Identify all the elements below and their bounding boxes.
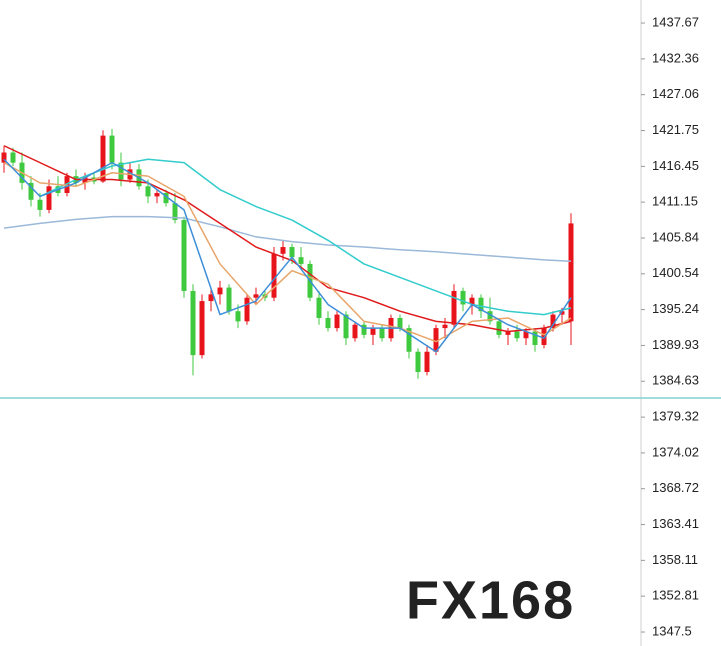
candle-body bbox=[541, 328, 547, 345]
candle-body bbox=[100, 135, 106, 182]
candle-body bbox=[280, 247, 286, 254]
candle-body bbox=[559, 311, 565, 315]
candle-body bbox=[244, 297, 250, 322]
candle-body bbox=[325, 317, 331, 329]
y-tick-label: 1374.02 bbox=[652, 444, 699, 459]
y-tick-label: 1427.06 bbox=[652, 86, 699, 101]
candle-body bbox=[298, 257, 304, 264]
candle-body bbox=[523, 331, 529, 339]
y-tick-label: 1400.54 bbox=[652, 265, 699, 280]
candle-body bbox=[568, 223, 574, 322]
moving-average bbox=[3, 215, 572, 262]
candle-body bbox=[37, 199, 43, 210]
candle-body bbox=[352, 324, 358, 339]
y-tick-label: 1358.11 bbox=[652, 552, 698, 567]
candle-body bbox=[370, 328, 376, 335]
candle-body bbox=[253, 294, 259, 298]
moving-average bbox=[3, 161, 572, 343]
y-tick-label: 1347.5 bbox=[652, 623, 692, 638]
y-tick-label: 1379.32 bbox=[652, 409, 699, 424]
candle-body bbox=[343, 314, 349, 339]
candle-body bbox=[514, 331, 520, 339]
y-tick-label: 1363.41 bbox=[652, 516, 699, 531]
candle-body bbox=[478, 297, 484, 312]
candle-body bbox=[496, 321, 502, 335]
y-tick-label: 1368.72 bbox=[652, 480, 699, 495]
candle-body bbox=[406, 328, 412, 352]
y-tick-label: 1395.24 bbox=[652, 301, 699, 316]
candle-body bbox=[154, 193, 160, 197]
candle-body bbox=[289, 247, 295, 258]
candle-body bbox=[46, 186, 52, 210]
candle-body bbox=[172, 203, 178, 221]
candle-body bbox=[379, 328, 385, 339]
candle-body bbox=[487, 311, 493, 322]
candle-body bbox=[163, 193, 169, 204]
y-tick-label: 1389.93 bbox=[652, 337, 699, 352]
candle-body bbox=[415, 351, 421, 372]
candle-body bbox=[469, 297, 475, 305]
candle-body bbox=[424, 351, 430, 372]
candle-body bbox=[64, 176, 70, 194]
candle-body bbox=[397, 317, 403, 329]
candle-body bbox=[334, 314, 340, 329]
y-tick-label: 1384.63 bbox=[652, 373, 699, 388]
candle-body bbox=[199, 301, 205, 356]
candle-body bbox=[208, 294, 214, 302]
moving-average bbox=[39, 158, 572, 316]
y-tick-label: 1405.84 bbox=[652, 229, 699, 244]
moving-average bbox=[3, 145, 572, 333]
candle-body bbox=[271, 253, 277, 298]
y-tick-label: 1352.81 bbox=[652, 588, 699, 603]
candle-body bbox=[181, 220, 187, 291]
candle-body bbox=[226, 287, 232, 312]
candle-body bbox=[217, 287, 223, 295]
candle-body bbox=[451, 290, 457, 325]
candle-body bbox=[442, 324, 448, 329]
candle-body bbox=[505, 331, 511, 335]
candle-body bbox=[109, 135, 115, 163]
y-tick-label: 1416.45 bbox=[652, 158, 699, 173]
y-tick-label: 1421.75 bbox=[652, 122, 699, 137]
candle-body bbox=[532, 331, 538, 345]
moving-average bbox=[3, 158, 572, 353]
candle-body bbox=[190, 290, 196, 356]
candle-body bbox=[235, 311, 241, 322]
candle-body bbox=[460, 290, 466, 305]
candle-body bbox=[550, 314, 556, 329]
candle-body bbox=[361, 324, 367, 335]
candle-body bbox=[28, 182, 34, 200]
y-tick-label: 1437.67 bbox=[652, 14, 699, 29]
y-tick-label: 1411.15 bbox=[652, 194, 698, 209]
candle-body bbox=[316, 297, 322, 318]
watermark: FX168 bbox=[406, 570, 575, 630]
candle-body bbox=[10, 152, 16, 163]
y-tick-label: 1432.36 bbox=[652, 50, 699, 65]
candle-body bbox=[433, 328, 439, 352]
candle-body bbox=[118, 162, 124, 180]
candle-body bbox=[145, 186, 151, 197]
candle-body bbox=[1, 152, 7, 163]
